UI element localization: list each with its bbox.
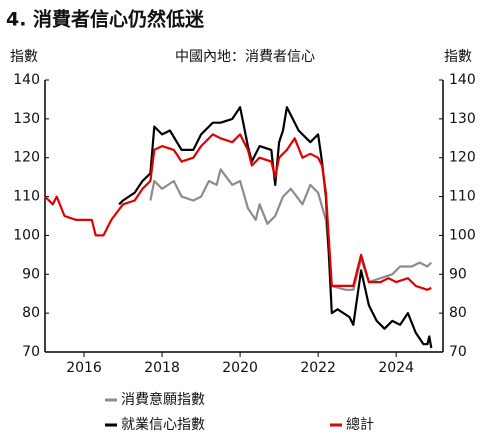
x-tick-label: 2020 (222, 360, 258, 376)
line-series (118, 106, 433, 349)
chart-title: 4. 消費者信心仍然低迷 (6, 8, 205, 31)
y-tick-label: 80 (22, 305, 40, 321)
x-tick-label: 2024 (378, 360, 414, 376)
y-tick-label: 130 (13, 111, 40, 127)
legend-label: 就業信心指數 (121, 417, 205, 433)
y-tick-label: 90 (22, 266, 40, 282)
x-tick-label: 2018 (144, 360, 180, 376)
y2-tick-label: 80 (449, 305, 467, 321)
y-axis-label: 指數 (10, 49, 38, 65)
y2-tick-label: 120 (449, 150, 476, 166)
y2-tick-label: 140 (449, 72, 476, 88)
y2-tick-label: 130 (449, 111, 476, 127)
y-tick-label: 140 (13, 72, 40, 88)
legend-label: 消費意願指數 (121, 391, 205, 408)
y-tick-label: 120 (13, 150, 40, 166)
legend-label: 總計 (346, 416, 374, 433)
y-tick-label: 70 (22, 344, 40, 360)
line-series (149, 168, 433, 291)
chart-subtitle: 中國內地：消費者信心 (175, 49, 315, 65)
y-tick-label: 100 (13, 227, 40, 243)
y2-tick-label: 90 (449, 266, 467, 282)
y2-axis-label: 指數 (444, 49, 472, 65)
y2-tick-label: 110 (449, 189, 476, 205)
y-tick-label: 110 (13, 189, 40, 205)
y2-tick-label: 70 (449, 344, 467, 360)
x-tick-label: 2022 (300, 360, 336, 376)
line-series (44, 133, 432, 291)
x-tick-label: 2016 (66, 360, 102, 376)
y2-tick-label: 100 (449, 227, 476, 243)
